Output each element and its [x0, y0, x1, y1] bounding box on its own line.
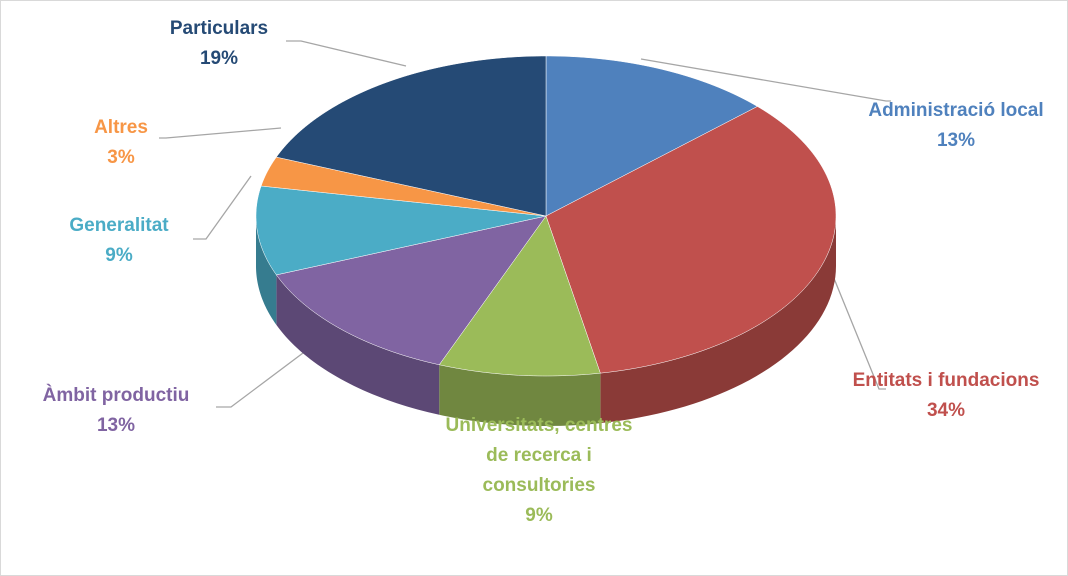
category-name: Àmbit productiu: [42, 385, 190, 406]
slice: [545, 55, 758, 217]
slice-label: Generalitat 9%: [29, 211, 209, 271]
category-name: Administració local: [868, 100, 1044, 121]
percent-label: 9%: [525, 505, 553, 526]
slice: [255, 185, 547, 276]
leader-line: [286, 40, 407, 67]
leader-lines: [159, 40, 891, 408]
category-name: Altres: [94, 117, 148, 138]
percent-label: 19%: [199, 48, 239, 69]
slice-label: Altres 3%: [61, 113, 181, 173]
slice-label: Àmbit productiu 13%: [6, 381, 226, 441]
percent-label: 9%: [105, 245, 133, 266]
slice-side: [276, 274, 440, 415]
slice: [275, 215, 547, 366]
leader-line: [640, 58, 891, 102]
leader-line: [159, 127, 282, 139]
slice: [545, 106, 837, 374]
percent-label: 13%: [96, 415, 136, 436]
percent-label: 3%: [107, 147, 135, 168]
category-name: Generalitat: [69, 215, 169, 236]
pie-sides: [256, 216, 836, 426]
category-name: Particulars: [169, 18, 269, 39]
slice-side: [256, 216, 277, 325]
leader-line: [830, 270, 886, 390]
slice-side: [439, 364, 601, 426]
slice: [438, 215, 601, 377]
slice-side: [600, 216, 836, 424]
leader-line: [193, 175, 252, 240]
category-name: Entitats i fundacions: [852, 370, 1040, 391]
leader-line: [216, 340, 320, 408]
slice-label: Administració local 13%: [856, 96, 1056, 156]
slice-label: Particulars 19%: [139, 14, 299, 74]
category-name: Universitats, centres de recerca i consu…: [445, 415, 633, 496]
slice-label: Entitats i fundacions 34%: [846, 366, 1046, 426]
pie-tops: [255, 55, 837, 377]
slice: [260, 156, 547, 217]
slice: [275, 55, 547, 217]
percent-label: 34%: [926, 400, 966, 421]
slice-label: Universitats, centres de recerca i consu…: [444, 411, 634, 531]
percent-label: 13%: [936, 130, 976, 151]
